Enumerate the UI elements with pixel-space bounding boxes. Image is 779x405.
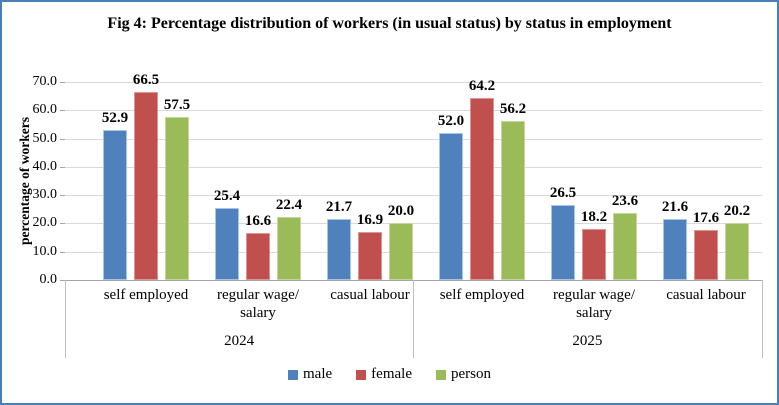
gridline bbox=[65, 82, 762, 83]
category-label: regular wage/ salary bbox=[216, 287, 300, 321]
chart-title: Fig 4: Percentage distribution of worker… bbox=[107, 15, 672, 32]
bar-person bbox=[389, 223, 413, 280]
bar-person bbox=[165, 117, 189, 280]
bar-female bbox=[358, 232, 382, 280]
bar-value-label: 25.4 bbox=[213, 188, 241, 205]
legend-swatch-male-icon bbox=[288, 369, 299, 380]
y-tick-mark bbox=[60, 195, 65, 197]
legend-item-male: male bbox=[288, 366, 332, 383]
category-label: self employed bbox=[103, 287, 189, 303]
bar-value-label: 57.5 bbox=[163, 97, 191, 114]
bar-value-label: 26.5 bbox=[549, 185, 577, 202]
legend-label-female: female bbox=[371, 366, 412, 382]
y-tick-label: 70.0 bbox=[32, 74, 58, 89]
bar-value-label: 21.6 bbox=[661, 198, 689, 215]
bar-female bbox=[694, 230, 718, 280]
y-tick-mark bbox=[60, 280, 65, 281]
gridline bbox=[65, 251, 762, 253]
y-tick-mark bbox=[60, 251, 65, 253]
y-tick-mark bbox=[60, 223, 65, 225]
bar-value-label: 20.0 bbox=[387, 203, 415, 220]
y-tick-label: 50.0 bbox=[32, 130, 58, 146]
bar-value-label: 23.6 bbox=[611, 193, 639, 210]
gridline bbox=[65, 195, 762, 197]
bar-person bbox=[501, 121, 525, 280]
bar-value-label: 20.2 bbox=[723, 202, 751, 219]
bar-value-label: 16.9 bbox=[356, 212, 384, 229]
bar-female bbox=[582, 228, 606, 280]
bar-male bbox=[327, 218, 351, 280]
y-tick-label: 20.0 bbox=[32, 215, 58, 231]
bar-value-label: 66.5 bbox=[132, 71, 160, 88]
y-tick-label: 0.0 bbox=[39, 272, 58, 287]
gridline bbox=[65, 166, 762, 168]
bar-male bbox=[215, 208, 239, 280]
category-label: self employed bbox=[439, 287, 525, 303]
category-label: casual labour bbox=[666, 287, 746, 303]
bar-value-label: 52.9 bbox=[101, 110, 129, 127]
gridline bbox=[65, 223, 762, 225]
legend-swatch-person-icon bbox=[435, 369, 446, 380]
bar-person bbox=[725, 222, 749, 280]
y-tick-mark bbox=[60, 138, 65, 140]
y-tick-mark bbox=[60, 110, 65, 112]
bar-value-label: 22.4 bbox=[275, 196, 303, 213]
y-tick-label: 30.0 bbox=[32, 187, 58, 203]
bar-value-label: 18.2 bbox=[580, 208, 608, 225]
y-tick-label: 10.0 bbox=[32, 243, 58, 259]
bar-person bbox=[277, 216, 301, 280]
bar-value-label: 21.7 bbox=[325, 198, 353, 215]
gridline bbox=[65, 110, 762, 112]
y-tick-label: 60.0 bbox=[32, 102, 58, 118]
bar-value-label: 56.2 bbox=[499, 101, 527, 118]
category-separator bbox=[65, 280, 66, 358]
legend-item-female: female bbox=[356, 366, 412, 383]
bar-female bbox=[470, 98, 494, 280]
bar-value-label: 52.0 bbox=[437, 112, 465, 129]
category-separator bbox=[761, 280, 763, 358]
bar-female bbox=[134, 91, 158, 280]
category-label: casual labour bbox=[330, 287, 410, 303]
bar-male bbox=[439, 132, 463, 280]
category-separator bbox=[413, 280, 415, 358]
bar-male bbox=[663, 218, 687, 280]
legend: male female person bbox=[2, 366, 777, 383]
year-label: 2024 bbox=[224, 333, 255, 349]
bar-female bbox=[246, 233, 270, 280]
bar-value-label: 64.2 bbox=[468, 78, 496, 95]
legend-label-male: male bbox=[303, 366, 333, 382]
bar-male bbox=[103, 130, 127, 280]
gridline bbox=[65, 138, 762, 140]
y-tick-mark bbox=[60, 166, 65, 168]
y-tick-label: 40.0 bbox=[32, 158, 58, 174]
legend-label-person: person bbox=[450, 366, 491, 382]
category-label: regular wage/ salary bbox=[552, 287, 636, 321]
bar-male bbox=[551, 205, 575, 280]
legend-item-person: person bbox=[435, 366, 491, 383]
bar-value-label: 16.6 bbox=[244, 213, 272, 230]
bar-value-label: 17.6 bbox=[692, 210, 720, 227]
year-label: 2025 bbox=[572, 333, 603, 349]
bar-person bbox=[613, 213, 637, 280]
legend-swatch-female-icon bbox=[356, 369, 367, 380]
y-tick-mark bbox=[60, 82, 65, 83]
